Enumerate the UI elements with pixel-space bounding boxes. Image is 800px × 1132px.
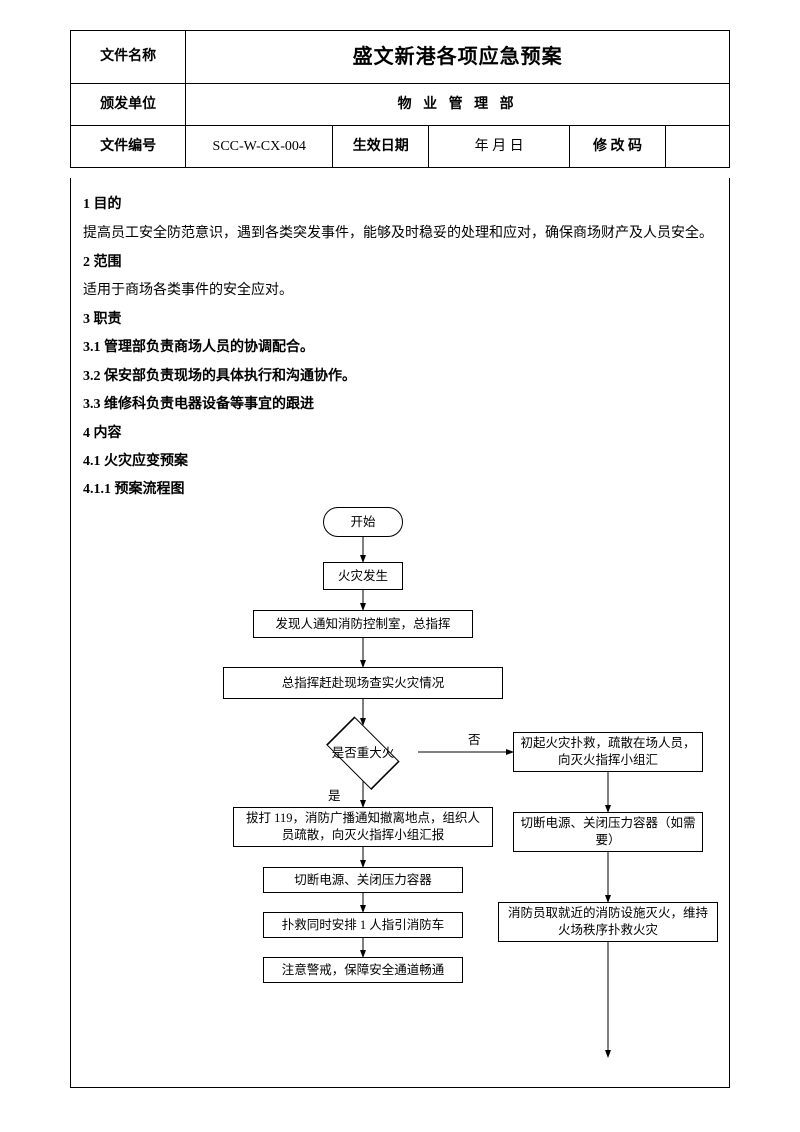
- flowchart-node-ffighter: 消防员取就近的消防设施灭火，维持火场秩序扑救火灾: [498, 902, 718, 942]
- flowchart-node-cutpower2: 切断电源、关闭压力容器（如需要）: [513, 812, 703, 852]
- section-4-title: 4 内容: [83, 421, 717, 446]
- effective-date-value: 年 月 日: [429, 126, 570, 168]
- flowchart-node-cutpower: 切断电源、关闭压力容器: [263, 867, 463, 893]
- flowchart-node-call119: 拔打 119，消防广播通知撤离地点，组织人员疏散，向灭火指挥小组汇报: [233, 807, 493, 847]
- section-3-1: 3.1 管理部负责商场人员的协调配合。: [83, 335, 717, 360]
- revision-value: [665, 126, 729, 168]
- fire-emergency-flowchart: 开始火灾发生发现人通知消防控制室，总指挥总指挥赶赴现场查实火灾情况是否重大火拔打…: [83, 507, 717, 1067]
- branch-no-label: 否: [468, 729, 481, 752]
- flowchart-node-fire: 火灾发生: [323, 562, 403, 590]
- section-4-1: 4.1 火灾应变预案: [83, 449, 717, 474]
- doc-name-label: 文件名称: [71, 31, 186, 84]
- flowchart-decision-decision: 是否重大火: [308, 725, 418, 780]
- issuer-label: 颁发单位: [71, 84, 186, 126]
- section-2-title: 2 范围: [83, 250, 717, 275]
- revision-label: 修 改 码: [570, 126, 666, 168]
- document-body: 1 目的 提高员工安全防范意识，遇到各类突发事件，能够及时稳妥的处理和应对，确保…: [70, 178, 730, 1088]
- flowchart-node-verify: 总指挥赶赴现场查实火灾情况: [223, 667, 503, 699]
- flowchart-node-alert: 注意警戒，保障安全通道畅通: [263, 957, 463, 983]
- section-1-body: 提高员工安全防范意识，遇到各类突发事件，能够及时稳妥的处理和应对，确保商场财产及…: [83, 221, 717, 246]
- flowchart-node-start: 开始: [323, 507, 403, 537]
- flowchart-arrows: [83, 507, 717, 1067]
- section-2-body: 适用于商场各类事件的安全应对。: [83, 278, 717, 303]
- section-1-title: 1 目的: [83, 192, 717, 217]
- flowchart-node-notify: 发现人通知消防控制室，总指挥: [253, 610, 473, 638]
- document-header-table: 文件名称 盛文新港各项应急预案 颁发单位 物 业 管 理 部 文件编号 SCC-…: [70, 30, 730, 168]
- flowchart-node-initial: 初起火灾扑救，疏散在场人员，向灭火指挥小组汇: [513, 732, 703, 772]
- section-3-title: 3 职责: [83, 307, 717, 332]
- section-4-1-1: 4.1.1 预案流程图: [83, 477, 717, 502]
- section-3-3: 3.3 维修科负责电器设备等事宜的跟进: [83, 392, 717, 417]
- doc-no-value: SCC-W-CX-004: [186, 126, 333, 168]
- flowchart-node-guide: 扑救同时安排 1 人指引消防车: [263, 912, 463, 938]
- effective-date-label: 生效日期: [333, 126, 429, 168]
- branch-yes-label: 是: [328, 785, 341, 808]
- section-3-2: 3.2 保安部负责现场的具体执行和沟通协作。: [83, 364, 717, 389]
- doc-no-label: 文件编号: [71, 126, 186, 168]
- doc-title: 盛文新港各项应急预案: [186, 31, 730, 84]
- issuer-value: 物 业 管 理 部: [186, 84, 730, 126]
